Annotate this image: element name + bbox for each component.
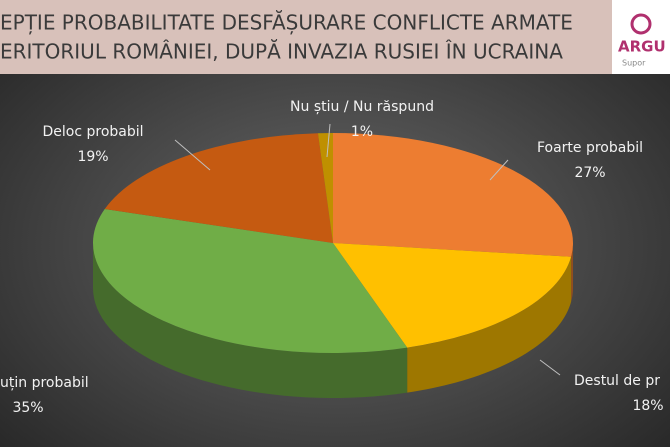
title-line: ERITORIUL ROMÂNIEI, DUPĂ INVAZIA RUSIEI … xyxy=(0,40,563,64)
logo-tagline: Supor xyxy=(622,59,646,68)
value-label: 18% xyxy=(632,398,663,414)
value-label: 1% xyxy=(351,124,373,140)
leader-line xyxy=(174,139,211,171)
leader-line xyxy=(326,123,331,158)
title-line: EPȚIE PROBABILITATE DESFĂȘURARE CONFLICT… xyxy=(0,11,573,35)
category-label: Deloc probabil xyxy=(42,124,143,140)
leader-line xyxy=(539,359,561,376)
pie-slice xyxy=(333,133,574,257)
pie-slice-side xyxy=(93,243,408,398)
logo: ARGU xyxy=(618,38,666,56)
logo-area xyxy=(612,0,670,74)
value-label: 19% xyxy=(77,149,108,165)
logo-icon xyxy=(630,13,652,35)
value-label: 27% xyxy=(574,165,605,181)
category-label: Destul de pr xyxy=(574,373,660,389)
pie-slice xyxy=(104,133,334,243)
category-label: Foarte probabil xyxy=(537,140,643,156)
category-label: uțin probabil xyxy=(0,375,89,391)
value-label: 35% xyxy=(12,400,43,416)
title-band xyxy=(0,0,612,74)
pie-slice xyxy=(333,243,572,348)
leader-line xyxy=(489,159,509,181)
pie-slice xyxy=(317,133,333,243)
pie-slice-side xyxy=(407,256,572,393)
pie-slice-side xyxy=(571,243,573,302)
category-label: Nu știu / Nu răspund xyxy=(290,99,434,115)
pie-slice xyxy=(92,209,408,353)
